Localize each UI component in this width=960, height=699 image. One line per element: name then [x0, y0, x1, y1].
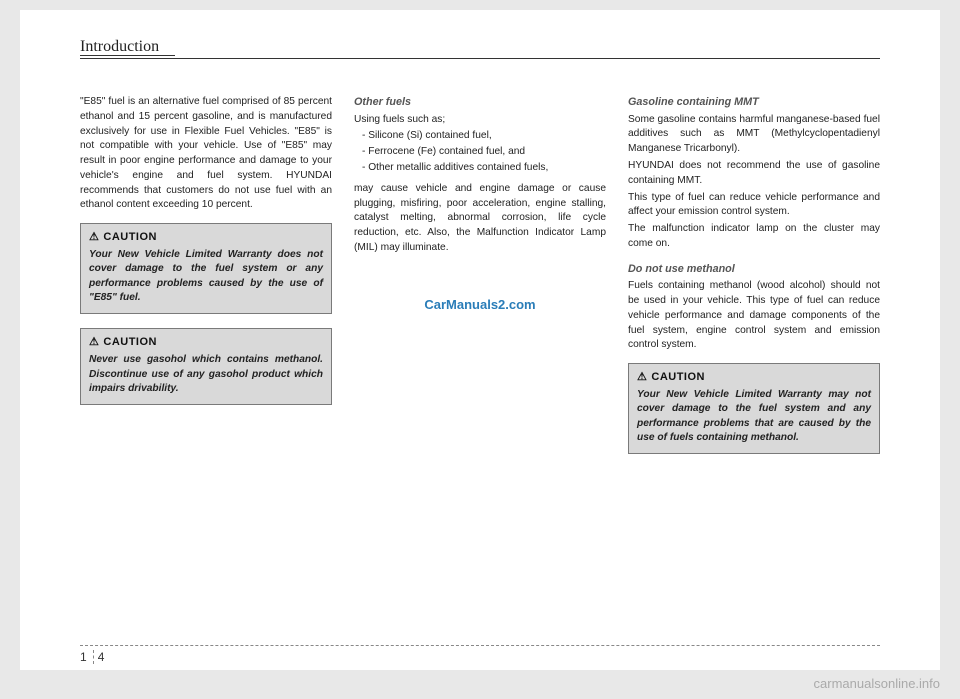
other-fuels-paragraph: may cause vehicle and engine damage or c…: [354, 182, 606, 256]
page-header: Introduction: [80, 38, 880, 59]
caution-label: CAUTION: [637, 370, 871, 386]
page-number-value: 4: [98, 650, 105, 664]
other-fuels-intro: Using fuels such as;: [354, 113, 606, 128]
header-rule: [80, 58, 880, 59]
caution-label: CAUTION: [89, 230, 323, 246]
watermark-text: CarManuals2.com: [354, 296, 606, 315]
caution-body: Your New Vehicle Limited Warranty does n…: [89, 248, 323, 305]
column-1: "E85" fuel is an alternative fuel compri…: [80, 95, 332, 468]
column-3: Gasoline containing MMT Some gasoline co…: [628, 95, 880, 468]
e85-paragraph: "E85" fuel is an alternative fuel compri…: [80, 95, 332, 213]
column-2: Other fuels Using fuels such as; - Silic…: [354, 95, 606, 468]
page-footer: 14: [80, 645, 880, 650]
mmt-para-1: Some gasoline contains harmful manganese…: [628, 113, 880, 157]
page-number: 14: [80, 650, 104, 664]
content-columns: "E85" fuel is an alternative fuel compri…: [80, 95, 880, 468]
fuel-list-item: - Ferrocene (Fe) contained fuel, and: [362, 145, 606, 160]
caution-label: CAUTION: [89, 335, 323, 351]
caution-box-gasohol: CAUTION Never use gasohol which contains…: [80, 328, 332, 405]
caution-box-e85: CAUTION Your New Vehicle Limited Warrant…: [80, 223, 332, 314]
section-title: Introduction: [80, 38, 880, 58]
methanol-heading: Do not use methanol: [628, 262, 880, 278]
fuel-list-item: - Other metallic additives contained fue…: [362, 161, 606, 176]
other-fuels-heading: Other fuels: [354, 95, 606, 111]
manual-page: Introduction "E85" fuel is an alternativ…: [20, 10, 940, 670]
methanol-para: Fuels containing methanol (wood alcohol)…: [628, 279, 880, 353]
mmt-para-2: HYUNDAI does not recommend the use of ga…: [628, 159, 880, 189]
section-number: 1: [80, 650, 94, 664]
caution-body: Your New Vehicle Limited Warranty may no…: [637, 388, 871, 445]
caution-box-methanol: CAUTION Your New Vehicle Limited Warrant…: [628, 363, 880, 454]
mmt-para-4: The malfunction indicator lamp on the cl…: [628, 222, 880, 252]
fuel-list-item: - Silicone (Si) contained fuel,: [362, 129, 606, 144]
mmt-para-3: This type of fuel can reduce vehicle per…: [628, 191, 880, 221]
caution-body: Never use gasohol which contains methano…: [89, 353, 323, 396]
fuel-list: - Silicone (Si) contained fuel, - Ferroc…: [354, 129, 606, 175]
mmt-heading: Gasoline containing MMT: [628, 95, 880, 111]
